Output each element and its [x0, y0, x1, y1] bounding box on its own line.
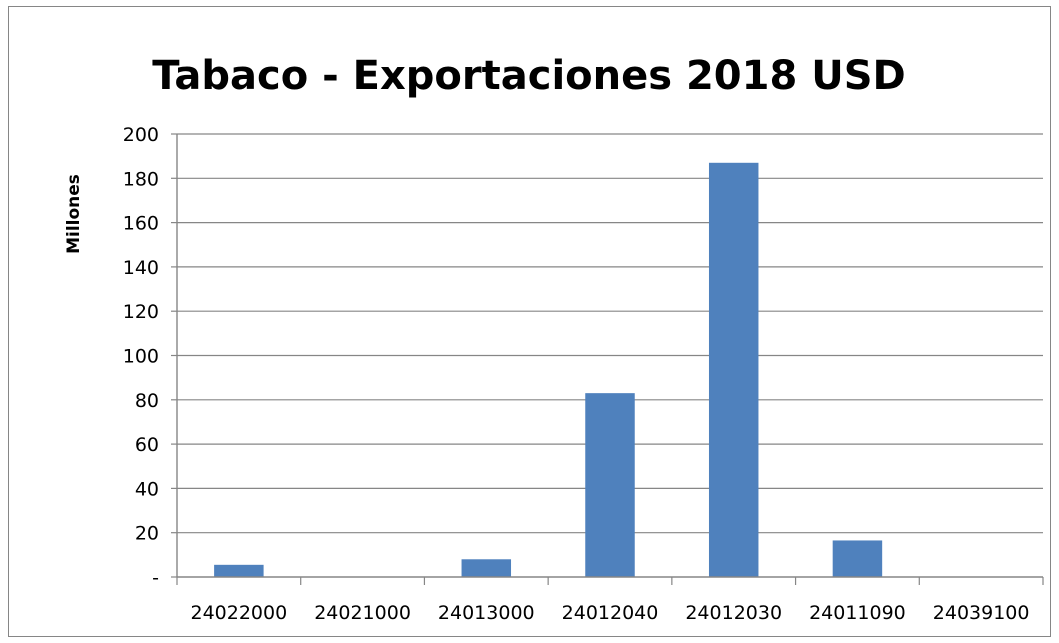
bar-24012030 [708, 162, 759, 578]
chart-svg: Tabaco - Exportaciones 2018 USD Millones… [64, 53, 1044, 624]
y-tick-label: 120 [123, 301, 159, 323]
y-tick-label: 60 [135, 434, 159, 456]
chart-frame: Tabaco - Exportaciones 2018 USD Millones… [8, 6, 1051, 637]
y-tick-label: 80 [135, 390, 159, 412]
bar-24011090 [832, 540, 883, 577]
x-tick-label: 24022000 [190, 602, 287, 624]
x-tick-label: 24012040 [562, 602, 659, 624]
y-tick-label: 180 [123, 168, 159, 190]
x-tick-label: 24012030 [685, 602, 782, 624]
y-tick-label: 40 [135, 478, 159, 500]
labels: Tabaco - Exportaciones 2018 USD Millones… [64, 53, 1030, 624]
y-tick-label: 20 [135, 523, 159, 545]
x-tick-label: 24011090 [809, 602, 906, 624]
y-axis-title: Millones [64, 174, 84, 254]
bar-24022000 [214, 564, 264, 577]
axes [171, 133, 1044, 585]
bars [214, 162, 883, 578]
chart-title: Tabaco - Exportaciones 2018 USD [152, 53, 905, 99]
y-tick-label: 100 [123, 346, 159, 368]
y-tick-label: 160 [123, 213, 159, 235]
x-tick-label: 24013000 [438, 602, 535, 624]
gridlines [177, 133, 1043, 534]
bar-24013000 [461, 559, 512, 577]
x-tick-label: 24039100 [933, 602, 1030, 624]
x-tick-label: 24021000 [314, 602, 411, 624]
y-tick-label: 200 [123, 124, 159, 146]
y-tick-label: - [152, 567, 159, 589]
bar-24012040 [585, 393, 635, 577]
y-tick-label: 140 [123, 257, 159, 279]
